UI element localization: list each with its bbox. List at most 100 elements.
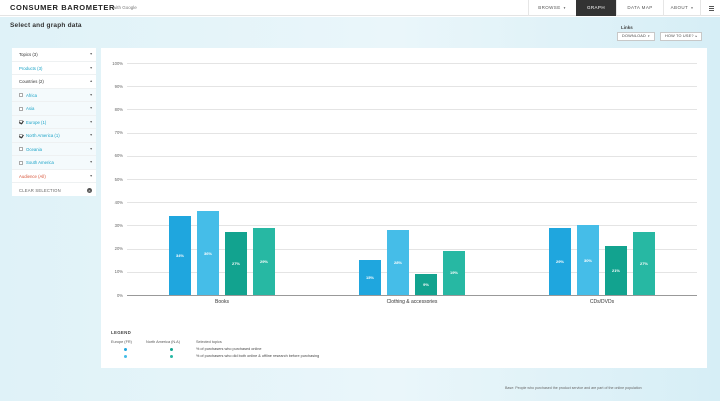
chart-bar[interactable]	[577, 225, 599, 295]
chevron-down-icon: ▾	[563, 6, 566, 10]
sidebar-item-south-america[interactable]: South America ▾	[12, 156, 96, 170]
legend-swatch-europe-research	[124, 355, 127, 358]
bar-value-label: 28%	[393, 260, 402, 266]
nav-graph[interactable]: GRAPH	[576, 0, 616, 16]
chart-bar[interactable]	[197, 211, 219, 295]
bar-value-label: 36%	[203, 250, 212, 256]
chevron-down-icon: ▾	[90, 133, 92, 137]
sidebar-item-label: Europe (1)	[26, 119, 47, 125]
download-button-label: DOWNLOAD	[622, 34, 646, 38]
chevron-down-icon: ▾	[647, 34, 650, 38]
gridline	[127, 86, 697, 88]
gridline	[127, 225, 697, 227]
chevron-down-icon: ▾	[90, 146, 92, 151]
clear-selection-label: CLEAR SELECTION	[19, 188, 61, 193]
gridline	[127, 295, 697, 296]
chart-bar[interactable]	[225, 232, 247, 295]
chart-bar[interactable]	[253, 227, 275, 295]
chevron-down-icon: ▾	[691, 6, 694, 10]
menu-icon-line	[709, 6, 714, 7]
nav-about[interactable]: ABOUT ▾	[663, 0, 700, 16]
y-tick-label: 0%	[116, 292, 123, 298]
checkbox[interactable]	[19, 160, 23, 165]
gridline	[127, 179, 697, 180]
close-icon: ×	[87, 188, 92, 193]
gridline	[127, 248, 697, 250]
chart-bar[interactable]	[549, 227, 571, 295]
legend-swatch-europe-online	[124, 348, 127, 351]
y-tick-label: 20%	[114, 246, 123, 252]
sidebar-item-oceania[interactable]: Oceania ▾	[12, 142, 96, 156]
chart-bar[interactable]	[415, 274, 437, 295]
gridline	[127, 63, 697, 64]
sidebar-item-label: Africa	[26, 92, 37, 98]
brand-subtitle: with Google	[113, 5, 137, 10]
gridline	[127, 155, 697, 157]
links-label: Links	[621, 25, 633, 30]
sidebar-item-north-america[interactable]: North America (1) ▾	[12, 129, 96, 143]
sidebar-item-countries[interactable]: Countries (2) ▴	[12, 75, 96, 89]
nav-data-map-label: DATA MAP	[627, 5, 653, 10]
chart-bar[interactable]	[605, 246, 627, 295]
gridline	[127, 132, 697, 134]
y-tick-label: 70%	[114, 130, 123, 136]
page-title: Select and graph data	[10, 22, 82, 29]
chart-bar[interactable]	[359, 260, 381, 295]
sidebar-item-africa[interactable]: Africa ▾	[12, 88, 96, 102]
x-category-label: Books	[215, 299, 229, 305]
chevron-down-icon: ▾	[90, 173, 92, 178]
chart-panel: 100% 90% 80% 70% 60% 50% 40% 30% 20% 10% 0% 34% 36% 2…	[101, 48, 707, 368]
bar-value-label: 29%	[259, 258, 268, 264]
legend-swatch-na-online	[170, 348, 173, 351]
chevron-down-icon: ▾	[90, 119, 92, 124]
bar-value-label: 9%	[423, 282, 429, 288]
sidebar-item-products[interactable]: Products (3) ▾	[12, 62, 96, 75]
bar-value-label: 27%	[639, 261, 648, 267]
chevron-down-icon: ▾	[90, 52, 92, 56]
sidebar-item-topics[interactable]: Topics (3) ▾	[12, 48, 96, 62]
sidebar-item-label: Oceania	[26, 146, 43, 152]
chevron-down-icon: ▾	[90, 65, 92, 70]
sidebar-item-audience[interactable]: Audience (All) ▾	[12, 170, 96, 183]
chart-bar[interactable]	[387, 230, 409, 295]
chevron-down-icon: ▾	[90, 160, 92, 164]
top-navigation-bar: CONSUMER BAROMETER with Google BROWSE ▾ G…	[0, 0, 720, 16]
sidebar-item-europe[interactable]: Europe (1) ▾	[12, 115, 96, 129]
y-tick-label: 40%	[114, 199, 123, 205]
legend-col-europe: Europe (FR)	[111, 340, 132, 344]
nav-data-map[interactable]: DATA MAP	[616, 0, 663, 16]
legend-col-north-america: North America (N.A)	[146, 340, 180, 344]
y-tick-label: 30%	[114, 222, 123, 228]
x-category-label: CDs/DVDs	[589, 299, 615, 305]
chart-bar[interactable]	[169, 216, 191, 295]
checkbox[interactable]	[19, 106, 23, 111]
brand-logo[interactable]: CONSUMER BAROMETER	[10, 3, 115, 12]
chevron-down-icon: ▾	[90, 92, 92, 97]
chart-bar[interactable]	[633, 232, 655, 295]
clear-selection-button[interactable]: CLEAR SELECTION ×	[12, 185, 96, 196]
sidebar-item-label: Topics (3)	[19, 52, 38, 57]
bar-value-label: 34%	[175, 253, 184, 259]
menu-icon[interactable]	[700, 0, 720, 16]
gridline	[127, 109, 697, 111]
checkbox-checked[interactable]	[19, 133, 23, 138]
sidebar-item-label: South America	[26, 160, 54, 165]
chart-bar[interactable]	[443, 250, 465, 295]
legend-swatch-na-research	[170, 355, 173, 358]
checkbox[interactable]	[19, 147, 23, 151]
nav-browse-label: BROWSE	[538, 5, 561, 10]
sidebar-item-label: Products (3)	[19, 65, 43, 71]
download-button[interactable]: DOWNLOAD ▾	[617, 32, 655, 41]
checkbox[interactable]	[19, 93, 23, 97]
sidebar-item-asia[interactable]: Asia ▾	[12, 102, 96, 116]
checkbox-checked[interactable]	[19, 120, 23, 124]
chevron-right-icon: ▸	[695, 34, 698, 38]
y-tick-label: 80%	[114, 106, 123, 112]
y-tick-label: 100%	[112, 60, 123, 66]
nav-browse[interactable]: BROWSE ▾	[528, 0, 575, 16]
filter-sidebar: Topics (3) ▾ Products (3) ▾ Countries (2) ▴…	[12, 48, 96, 196]
how-to-use-button[interactable]: HOW TO USE? ▸	[660, 32, 703, 41]
sidebar-item-label: Asia	[26, 106, 35, 111]
bar-value-label: 19%	[449, 270, 458, 276]
bar-value-label: 27%	[231, 261, 240, 267]
